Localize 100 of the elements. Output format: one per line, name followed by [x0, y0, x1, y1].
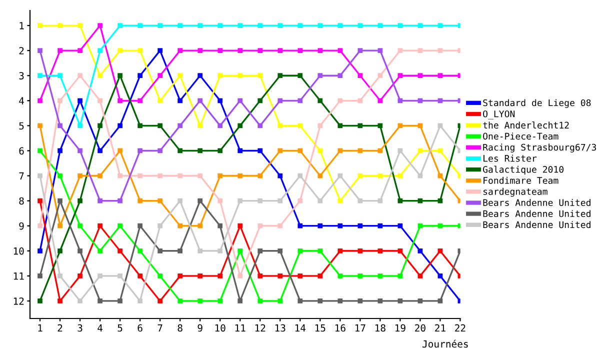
point: [338, 48, 343, 53]
point: [78, 73, 82, 78]
point: [398, 198, 403, 204]
point: [58, 98, 62, 104]
point: [118, 274, 122, 278]
point: [258, 123, 263, 128]
point: [78, 298, 82, 304]
point: [118, 73, 122, 78]
point: [278, 223, 283, 228]
point: [198, 173, 203, 178]
point: [418, 48, 423, 53]
point: [378, 298, 383, 304]
point: [398, 274, 403, 278]
point: [118, 23, 122, 28]
legend-label: Bears Andenne United: [483, 210, 590, 218]
point: [338, 73, 343, 78]
point: [238, 248, 243, 254]
point: [98, 248, 102, 254]
point: [38, 48, 42, 53]
point: [218, 98, 223, 104]
point: [298, 123, 303, 128]
point: [318, 73, 323, 78]
point: [438, 48, 443, 53]
point: [258, 173, 263, 178]
y-tick-label: 2: [19, 47, 24, 54]
x-tick-label: 6: [138, 324, 142, 332]
y-tick-label: 5: [19, 122, 24, 130]
legend-label: One-Piece-Team: [483, 132, 558, 140]
point: [438, 23, 443, 28]
point: [238, 48, 243, 53]
point: [158, 73, 162, 78]
point: [58, 48, 62, 53]
point: [118, 123, 122, 128]
point: [158, 274, 162, 278]
point: [338, 173, 343, 178]
point: [78, 223, 82, 228]
point: [358, 48, 363, 53]
point: [358, 223, 363, 228]
point: [318, 173, 323, 178]
point: [218, 73, 223, 78]
point: [298, 173, 303, 178]
point: [258, 198, 263, 204]
point: [78, 123, 82, 128]
point: [338, 248, 343, 254]
point: [258, 274, 263, 278]
point: [158, 23, 162, 28]
point: [58, 274, 62, 278]
point: [398, 148, 403, 154]
point: [438, 148, 443, 154]
point: [138, 223, 142, 228]
point: [178, 198, 182, 204]
point: [38, 123, 42, 128]
point: [178, 148, 182, 154]
point: [298, 23, 303, 28]
point: [218, 248, 223, 254]
legend-label: Standard de Liege 08: [483, 99, 591, 108]
x-tick-label: 18: [375, 324, 386, 332]
point: [178, 274, 182, 278]
point: [358, 198, 363, 204]
legend-label: Galactique 2010: [483, 166, 564, 175]
point: [198, 48, 203, 53]
point: [198, 274, 203, 278]
point: [418, 73, 423, 78]
point: [138, 123, 142, 128]
point: [198, 23, 203, 28]
point: [378, 23, 383, 28]
point: [298, 223, 303, 228]
point: [278, 123, 283, 128]
point: [118, 148, 122, 154]
point: [378, 148, 383, 154]
point: [418, 298, 423, 304]
x-tick-label: 14: [295, 324, 306, 332]
point: [338, 98, 343, 104]
point: [138, 248, 142, 254]
point: [178, 248, 182, 254]
point: [198, 223, 203, 228]
point: [278, 48, 283, 53]
point: [78, 23, 82, 28]
point: [158, 48, 162, 53]
y-tick-label: 9: [19, 222, 24, 230]
x-tick-label: 12: [255, 324, 266, 332]
point: [218, 123, 223, 128]
legend-label: the Anderlecht12: [483, 122, 569, 129]
point: [118, 223, 122, 228]
point: [38, 274, 42, 278]
point: [198, 98, 203, 104]
point: [238, 274, 243, 278]
point: [218, 23, 223, 28]
point: [78, 198, 82, 204]
point: [298, 73, 303, 78]
point: [338, 198, 343, 204]
point: [178, 173, 182, 178]
point: [118, 98, 122, 104]
point: [298, 274, 303, 278]
point: [218, 298, 223, 304]
point: [318, 198, 323, 204]
point: [398, 48, 403, 53]
point: [358, 98, 363, 104]
point: [198, 198, 203, 204]
point: [238, 198, 243, 204]
